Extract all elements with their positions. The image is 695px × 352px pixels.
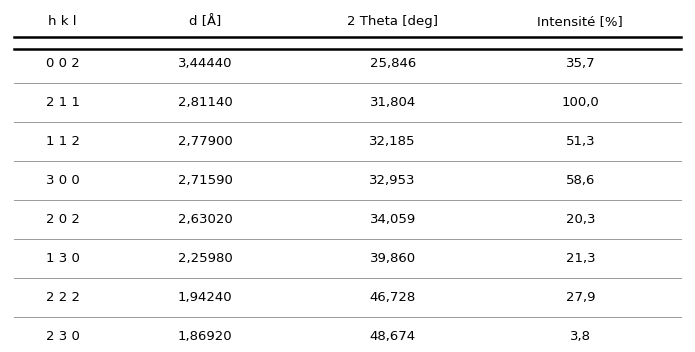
Text: d [Å]: d [Å]: [189, 15, 221, 28]
Text: 21,3: 21,3: [566, 252, 595, 265]
Text: Intensité [%]: Intensité [%]: [537, 15, 623, 28]
Text: 2,63020: 2,63020: [178, 213, 232, 226]
Text: 1 1 2: 1 1 2: [46, 135, 79, 148]
Text: 20,3: 20,3: [566, 213, 595, 226]
Text: 2,77900: 2,77900: [178, 135, 232, 148]
Text: 25,846: 25,846: [370, 57, 416, 70]
Text: 2 1 1: 2 1 1: [46, 96, 79, 109]
Text: 1 3 0: 1 3 0: [46, 252, 79, 265]
Text: 2 Theta [deg]: 2 Theta [deg]: [348, 15, 438, 28]
Text: 46,728: 46,728: [370, 291, 416, 304]
Text: 2 2 2: 2 2 2: [46, 291, 79, 304]
Text: 48,674: 48,674: [370, 330, 416, 342]
Text: 3 0 0: 3 0 0: [46, 174, 79, 187]
Text: 27,9: 27,9: [566, 291, 595, 304]
Text: h k l: h k l: [48, 15, 77, 28]
Text: 34,059: 34,059: [370, 213, 416, 226]
Text: 32,185: 32,185: [370, 135, 416, 148]
Text: 51,3: 51,3: [566, 135, 595, 148]
Text: 32,953: 32,953: [370, 174, 416, 187]
Text: 2 0 2: 2 0 2: [46, 213, 79, 226]
Text: 1,86920: 1,86920: [178, 330, 232, 342]
Text: 0 0 2: 0 0 2: [46, 57, 79, 70]
Text: 35,7: 35,7: [566, 57, 595, 70]
Text: 100,0: 100,0: [562, 96, 599, 109]
Text: 2,71590: 2,71590: [178, 174, 232, 187]
Text: 2,81140: 2,81140: [178, 96, 232, 109]
Text: 3,8: 3,8: [570, 330, 591, 342]
Text: 39,860: 39,860: [370, 252, 416, 265]
Text: 1,94240: 1,94240: [178, 291, 232, 304]
Text: 58,6: 58,6: [566, 174, 595, 187]
Text: 2 3 0: 2 3 0: [46, 330, 79, 342]
Text: 2,25980: 2,25980: [178, 252, 232, 265]
Text: 31,804: 31,804: [370, 96, 416, 109]
Text: 3,44440: 3,44440: [178, 57, 232, 70]
